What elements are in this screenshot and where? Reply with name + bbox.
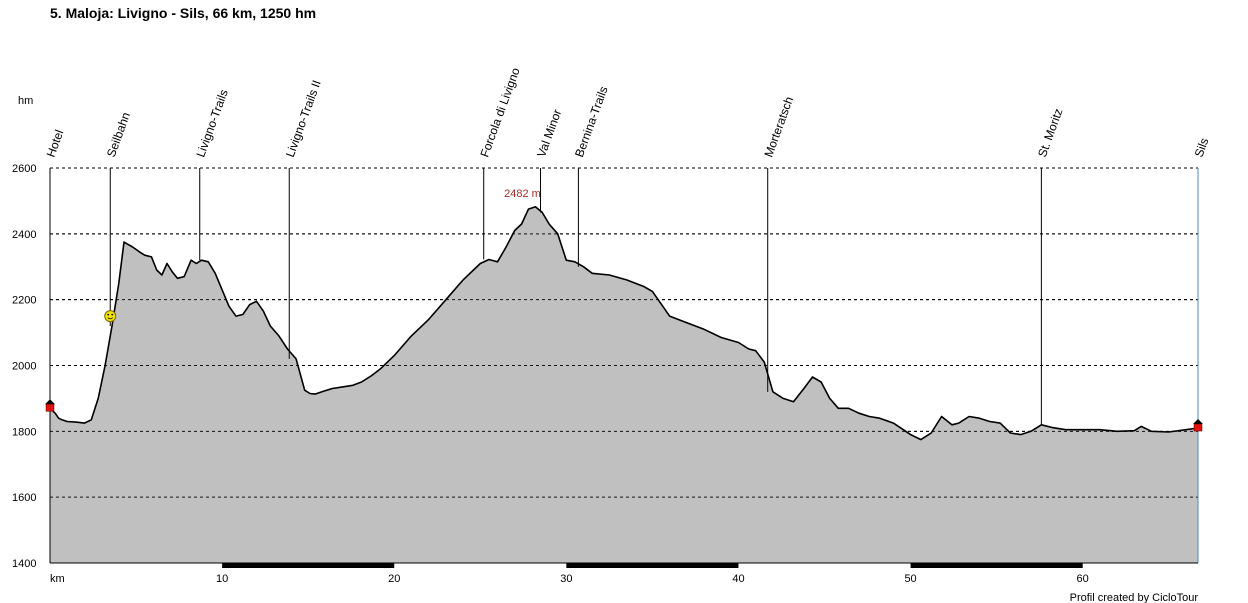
x-tick-label-40: 40	[732, 573, 744, 585]
scale-bar-segment-1	[222, 563, 395, 568]
y-tick-label-2200: 2200	[12, 295, 36, 307]
y-tick-label-2600: 2600	[12, 163, 36, 175]
x-tick-label-30: 30	[560, 573, 572, 585]
y-tick-label-1400: 1400	[12, 558, 36, 570]
peak-elevation-label: 2482 m	[504, 188, 541, 200]
y-tick-label-2000: 2000	[12, 361, 36, 373]
y-tick-label-1600: 1600	[12, 492, 36, 504]
elevation-fill	[50, 206, 1198, 564]
x-tick-label-50: 50	[904, 573, 916, 585]
smiley-mouth	[107, 317, 114, 320]
axes: 1400 1600 1800 2000 2200 2400 2600 10 20 30 40 50 60	[12, 163, 1199, 585]
waypoint-label-6: Bernina-Trails	[572, 84, 611, 159]
waypoint-label-1: Seilbahn	[104, 110, 133, 159]
end-house-roof	[1193, 419, 1203, 425]
waypoint-label-0: Hotel	[44, 128, 67, 159]
smiley-face	[104, 310, 117, 323]
waypoint-label-2: Livigno-Trails	[193, 88, 230, 159]
waypoint-label-5: Val Minor	[534, 107, 564, 159]
credit-text: Profil created by CicloTour	[1070, 592, 1199, 603]
y-tick-label-2400: 2400	[12, 229, 36, 241]
scale-bar-segment-3	[566, 563, 739, 568]
x-axis-unit: km	[50, 573, 65, 585]
smiley-eye-left	[107, 313, 110, 316]
waypoint-label-4: Forcola di Livigno	[477, 66, 522, 159]
chart-title: 5. Maloja: Livigno - Sils, 66 km, 1250 h…	[50, 5, 316, 21]
start-house-roof	[45, 399, 55, 405]
y-axis-unit: hm	[18, 95, 33, 107]
elevation-line	[49, 206, 1199, 441]
waypoint-label-9: Sils	[1192, 136, 1212, 159]
x-tick-label-20: 20	[388, 573, 400, 585]
x-tick-label-10: 10	[216, 573, 228, 585]
x-tick-label-60: 60	[1077, 573, 1089, 585]
start-house-body	[45, 404, 55, 412]
waypoint-label-8: St. Moritz	[1035, 107, 1065, 159]
elevation-area	[49, 206, 1199, 564]
smiley-eye-right	[111, 313, 114, 316]
end-house-body	[1193, 423, 1203, 432]
scale-bar-segment-5	[910, 563, 1083, 568]
waypoint-label-3: Livigno-Trails II	[283, 78, 324, 159]
y-tick-label-1800: 1800	[12, 426, 36, 438]
waypoint-label-7: Morteratsch	[761, 95, 796, 159]
route-markers	[45, 310, 1203, 432]
